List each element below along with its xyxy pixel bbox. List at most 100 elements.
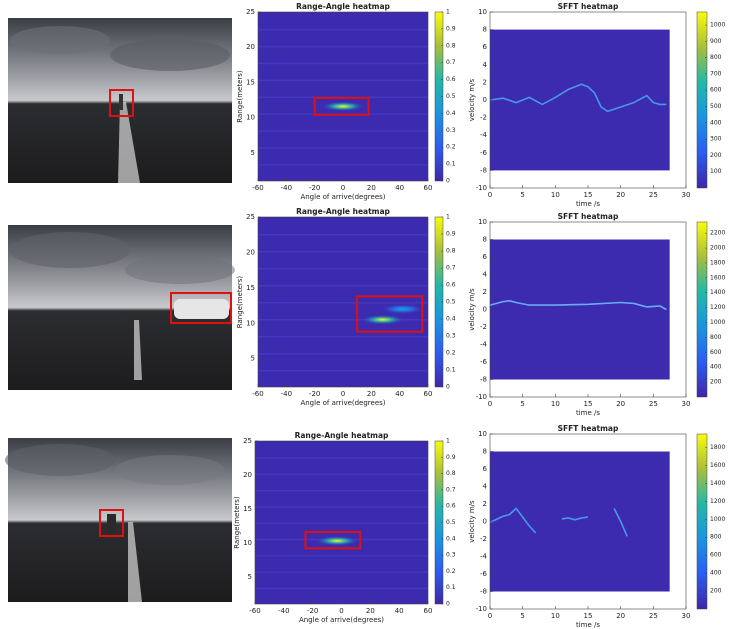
chart-title: Range-Angle heatmap bbox=[295, 431, 389, 440]
panel: 0 5 10 15 20 25 30 -10 -8 -6 -4 -2 0 2 4 6 8 10 SFFT heatm… bbox=[468, 2, 725, 208]
x-tick-label: 40 bbox=[395, 390, 404, 398]
colorbar-tick-label: 0.4 bbox=[446, 316, 456, 323]
y-tick-label: 0 bbox=[483, 518, 487, 526]
colorbar-tick-label: 1400 bbox=[710, 289, 725, 296]
x-tick-label: -20 bbox=[309, 184, 320, 192]
y-tick-label: -4 bbox=[480, 553, 488, 561]
y-tick-label: 4 bbox=[483, 61, 488, 69]
colorbar-tick-label: 500 bbox=[710, 103, 722, 110]
colorbar-tick-label: 0.5 bbox=[446, 519, 456, 526]
colorbar-tick-label: 0.1 bbox=[446, 367, 456, 374]
streak bbox=[255, 489, 428, 492]
x-tick-label: -60 bbox=[249, 607, 260, 615]
streak bbox=[258, 353, 428, 355]
x-axis-label: Angle of arrive(degrees) bbox=[300, 193, 385, 201]
x-tick-label: 20 bbox=[616, 400, 625, 408]
x-tick-label: -60 bbox=[252, 184, 263, 192]
x-tick-label: 0 bbox=[488, 612, 492, 620]
x-tick-label: 0 bbox=[488, 191, 492, 199]
y-tick-label: 15 bbox=[246, 78, 255, 86]
streak bbox=[258, 302, 428, 304]
streak bbox=[258, 319, 428, 321]
y-tick-label: -8 bbox=[480, 588, 487, 596]
x-tick-label: -40 bbox=[281, 184, 292, 192]
y-tick-label: -8 bbox=[480, 376, 487, 384]
colorbar-tick-label: 0.6 bbox=[446, 282, 456, 289]
detection-box bbox=[356, 295, 424, 333]
colorbar-tick-label: 0.8 bbox=[446, 42, 456, 49]
doppler-trace bbox=[489, 83, 667, 113]
y-tick-label: 2 bbox=[483, 288, 487, 296]
y-axis-label: Range(meters) bbox=[236, 70, 244, 123]
colorbar-tick-label: 0.7 bbox=[446, 59, 456, 66]
colorbar-tick-label: 800 bbox=[710, 334, 722, 341]
x-tick-label: 20 bbox=[367, 184, 376, 192]
chart-title: SFFT heatmap bbox=[558, 2, 619, 11]
colorbar-tick-label: 300 bbox=[710, 136, 722, 143]
colorbar-tick-label: 0 bbox=[446, 178, 450, 185]
streak bbox=[258, 268, 428, 270]
colorbar-tick-label: 0.5 bbox=[446, 299, 456, 306]
photo-1 bbox=[8, 18, 232, 183]
y-tick-label: 4 bbox=[483, 483, 488, 491]
x-tick-label: 10 bbox=[551, 191, 560, 199]
y-tick-label: 15 bbox=[246, 284, 255, 292]
x-tick-label: -40 bbox=[278, 607, 289, 615]
colorbar-tick-label: 2200 bbox=[710, 230, 725, 237]
streak bbox=[258, 130, 428, 132]
x-tick-label: -60 bbox=[252, 390, 263, 398]
x-tick-label: 20 bbox=[616, 612, 625, 620]
colorbar-tick-label: 0.4 bbox=[446, 110, 456, 117]
colorbar-tick-label: 0.6 bbox=[446, 76, 456, 83]
x-tick-label: 15 bbox=[584, 191, 593, 199]
chart-title: Range-Angle heatmap bbox=[296, 207, 390, 216]
streak bbox=[258, 336, 428, 338]
x-tick-label: 0 bbox=[341, 390, 345, 398]
y-tick-label: 4 bbox=[483, 271, 488, 279]
y-tick-label: 6 bbox=[483, 465, 488, 473]
y-tick-label: 8 bbox=[483, 448, 487, 456]
spectrogram-image bbox=[490, 239, 670, 380]
doppler-trace bbox=[489, 507, 628, 537]
colorbar-tick-label: 1 bbox=[446, 9, 450, 16]
streak bbox=[258, 164, 428, 166]
y-tick-label: 10 bbox=[478, 8, 487, 16]
x-axis-label: time /s bbox=[576, 621, 600, 629]
streak bbox=[255, 522, 428, 524]
colorbar-tick-label: 0.3 bbox=[446, 552, 456, 559]
y-tick-label: 6 bbox=[483, 253, 488, 261]
x-tick-label: 60 bbox=[424, 390, 433, 398]
y-tick-label: 8 bbox=[483, 26, 487, 34]
y-tick-label: -8 bbox=[480, 166, 487, 174]
x-tick-label: 10 bbox=[551, 612, 560, 620]
colorbar-tick-label: 0.1 bbox=[446, 161, 456, 168]
y-tick-label: 10 bbox=[478, 218, 487, 226]
peak bbox=[380, 304, 425, 315]
streak bbox=[258, 147, 428, 149]
streak bbox=[258, 79, 428, 82]
colorbar-tick-label: 0.5 bbox=[446, 93, 456, 100]
streak bbox=[258, 285, 428, 287]
colorbar-tick-label: 0 bbox=[446, 601, 450, 608]
y-tick-label: 10 bbox=[243, 539, 252, 547]
colorbar bbox=[696, 433, 708, 610]
streak bbox=[258, 370, 428, 372]
x-tick-label: 0 bbox=[488, 400, 492, 408]
streak bbox=[258, 251, 428, 253]
x-tick-label: 20 bbox=[366, 607, 375, 615]
y-tick-label: 25 bbox=[243, 437, 252, 445]
y-tick-label: 2 bbox=[483, 500, 487, 508]
x-tick-label: 60 bbox=[424, 607, 433, 615]
colorbar-tick-label: 1400 bbox=[710, 480, 725, 487]
y-axis-label: velocity m/s bbox=[468, 78, 476, 121]
colorbar-tick-label: 0.2 bbox=[446, 144, 456, 151]
colorbar-tick-label: 1800 bbox=[710, 444, 725, 451]
x-tick-label: 40 bbox=[395, 184, 404, 192]
x-tick-label: 25 bbox=[649, 612, 658, 620]
colorbar-tick-label: 0.9 bbox=[446, 454, 456, 461]
x-tick-label: 5 bbox=[520, 400, 524, 408]
colorbar-tick-label: 400 bbox=[710, 570, 722, 577]
y-tick-label: -10 bbox=[476, 605, 487, 613]
